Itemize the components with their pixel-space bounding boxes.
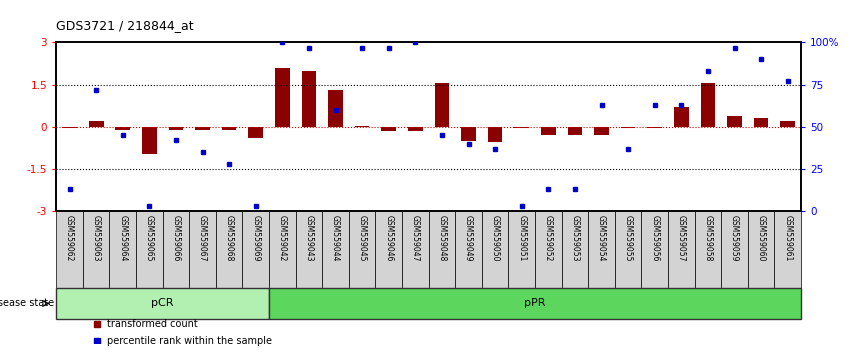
Bar [83, 211, 109, 288]
Bar [89, 121, 104, 127]
Text: GSM559066: GSM559066 [171, 215, 180, 262]
Bar [109, 211, 136, 288]
Bar [567, 127, 582, 135]
Text: GSM559069: GSM559069 [251, 215, 261, 262]
Bar [222, 127, 236, 130]
Bar [780, 121, 795, 127]
Bar [674, 107, 688, 127]
Bar [748, 211, 774, 288]
Bar [535, 211, 562, 288]
Bar [514, 127, 529, 128]
Text: GSM559053: GSM559053 [571, 215, 579, 262]
Bar [408, 127, 423, 131]
Bar [488, 127, 502, 142]
Bar [62, 127, 77, 128]
Text: GSM559044: GSM559044 [331, 215, 340, 262]
Bar [508, 211, 535, 288]
Bar [269, 211, 295, 288]
Text: GSM559062: GSM559062 [65, 215, 74, 262]
Bar [721, 211, 748, 288]
Bar [753, 119, 768, 127]
Text: GSM559057: GSM559057 [677, 215, 686, 262]
Text: GSM559047: GSM559047 [410, 215, 420, 262]
Text: GSM559061: GSM559061 [783, 215, 792, 262]
Bar [376, 211, 402, 288]
Bar [594, 127, 609, 135]
Text: GSM559048: GSM559048 [437, 215, 447, 262]
Bar [562, 211, 588, 288]
Bar [642, 211, 668, 288]
Bar [322, 211, 349, 288]
Text: GSM559051: GSM559051 [517, 215, 527, 262]
Text: GSM559055: GSM559055 [624, 215, 633, 262]
Bar [249, 127, 263, 138]
Text: GSM559063: GSM559063 [92, 215, 100, 262]
Bar [435, 83, 449, 127]
Bar [402, 211, 429, 288]
Bar [462, 127, 476, 141]
Text: GSM559064: GSM559064 [119, 215, 127, 262]
Text: pCR: pCR [152, 298, 174, 308]
Text: GSM559054: GSM559054 [597, 215, 606, 262]
Bar [163, 211, 190, 288]
Bar [275, 68, 290, 127]
Bar [301, 71, 316, 127]
Bar [169, 127, 184, 130]
Text: GSM559068: GSM559068 [224, 215, 234, 262]
Bar [190, 211, 216, 288]
Text: GSM559052: GSM559052 [544, 215, 553, 262]
Text: GSM559043: GSM559043 [305, 215, 313, 262]
Bar [774, 211, 801, 288]
Text: GSM559049: GSM559049 [464, 215, 473, 262]
Bar [621, 127, 636, 128]
Text: GSM559042: GSM559042 [278, 215, 287, 262]
Bar [195, 127, 210, 130]
Bar [429, 211, 456, 288]
Text: GSM559060: GSM559060 [757, 215, 766, 262]
Bar [269, 288, 801, 319]
Bar [481, 211, 508, 288]
Bar [349, 211, 376, 288]
Bar [615, 211, 642, 288]
Text: GSM559050: GSM559050 [491, 215, 500, 262]
Text: GSM559065: GSM559065 [145, 215, 154, 262]
Bar [216, 211, 242, 288]
Text: percentile rank within the sample: percentile rank within the sample [107, 336, 272, 346]
Text: transformed count: transformed count [107, 319, 197, 329]
Bar [142, 127, 157, 154]
Bar [295, 211, 322, 288]
Text: GSM559067: GSM559067 [198, 215, 207, 262]
Text: GSM559058: GSM559058 [703, 215, 713, 262]
Bar [695, 211, 721, 288]
Bar [242, 211, 269, 288]
Bar [56, 288, 269, 319]
Text: disease state: disease state [0, 298, 55, 308]
Bar [381, 127, 396, 131]
Bar [701, 83, 715, 127]
Text: GSM559056: GSM559056 [650, 215, 659, 262]
Bar [328, 90, 343, 127]
Text: GSM559046: GSM559046 [385, 215, 393, 262]
Bar [588, 211, 615, 288]
Text: GDS3721 / 218844_at: GDS3721 / 218844_at [56, 19, 194, 32]
Bar [648, 127, 662, 128]
Text: GSM559059: GSM559059 [730, 215, 739, 262]
Bar [668, 211, 695, 288]
Bar [115, 127, 130, 130]
Text: GSM559045: GSM559045 [358, 215, 366, 262]
Bar [355, 126, 370, 127]
Bar [456, 211, 481, 288]
Bar [136, 211, 163, 288]
Bar [727, 116, 742, 127]
Bar [56, 211, 83, 288]
Text: pPR: pPR [524, 298, 546, 308]
Bar [541, 127, 556, 135]
